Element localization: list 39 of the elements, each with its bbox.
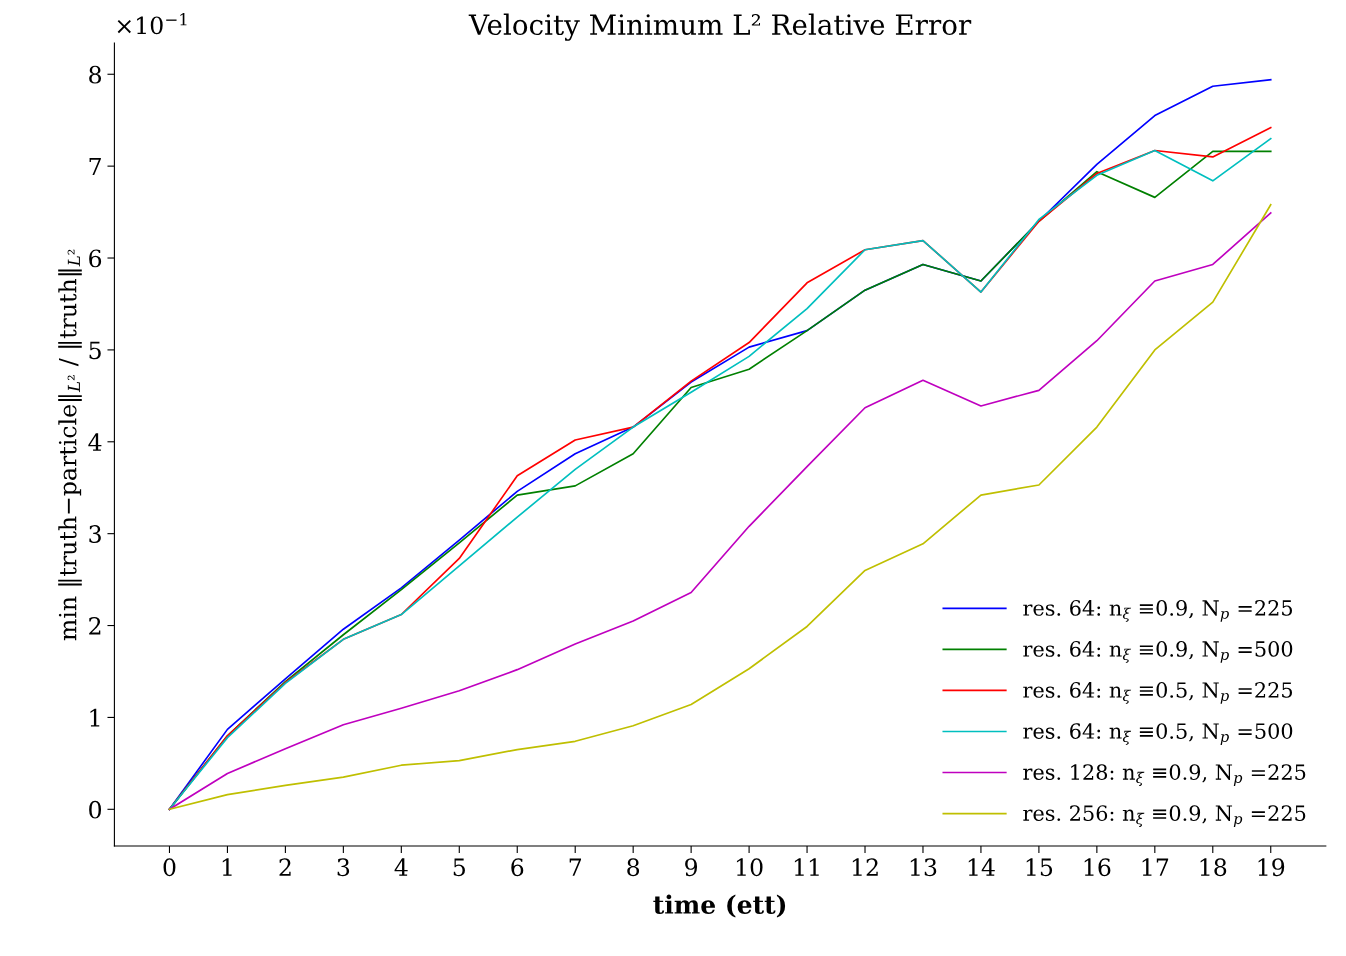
x-tick-label: 9 — [685, 858, 698, 877]
x-tick-label: 0 — [163, 858, 176, 877]
x-tick-label: 15 — [1026, 858, 1053, 877]
chart-title: Velocity Minimum L² Relative Error — [468, 13, 972, 41]
y-axis-title: min ‖truth−particle‖$_{L²}$ / ‖truth‖$_{L²}$ — [58, 249, 82, 641]
x-tick-label: 14 — [968, 858, 995, 876]
x-tick-label: 7 — [569, 858, 582, 876]
x-tick-label: 6 — [511, 858, 524, 877]
legend-label: res. 128: n$_{ξ}$ ≡0.9, N$_{p}$ =225 — [1023, 764, 1306, 786]
y-tick-label: 6 — [89, 249, 102, 268]
y-tick-label: 1 — [90, 708, 100, 727]
legend-label: res. 256: n$_{ξ}$ ≡0.9, N$_{p}$ =225 — [1023, 805, 1306, 827]
x-tick-label: 13 — [910, 858, 937, 877]
x-tick-label: 8 — [627, 858, 640, 877]
x-tick-label: 11 — [794, 858, 819, 876]
legend-label: res. 64: n$_{ξ}$ ≡0.5, N$_{p}$ =225 — [1023, 682, 1293, 704]
x-tick-label: 4 — [394, 858, 408, 876]
y-tick-label: 8 — [89, 65, 102, 84]
x-tick-label: 2 — [279, 858, 291, 876]
legend-label: res. 64: n$_{ξ}$ ≡0.9, N$_{p}$ =225 — [1023, 600, 1293, 622]
x-tick-label: 18 — [1200, 858, 1227, 877]
x-axis-title: time (ett) — [653, 894, 786, 918]
y-tick-label: 3 — [89, 525, 101, 543]
x-tick-label: 5 — [453, 858, 465, 877]
y-tick-label: 4 — [88, 433, 102, 451]
x-tick-label: 12 — [852, 858, 878, 876]
x-tick-label: 3 — [337, 858, 350, 877]
x-tick-label: 10 — [736, 858, 763, 877]
x-tick-label: 19 — [1258, 858, 1285, 877]
y-tick-label: 7 — [89, 157, 101, 176]
text: ×10$^{−1}$ — [117, 13, 187, 35]
x-tick-label: 1 — [222, 858, 232, 876]
x-tick-label: 17 — [1142, 858, 1169, 876]
y-tick-label: 5 — [89, 341, 101, 360]
legend-label: res. 64: n$_{ξ}$ ≡0.5, N$_{p}$ =500 — [1023, 723, 1293, 745]
y-tick-label: 2 — [89, 616, 101, 635]
legend-label: res. 64: n$_{ξ}$ ≡0.9, N$_{p}$ =500 — [1023, 641, 1293, 663]
x-tick-label: 16 — [1084, 858, 1111, 877]
y-tick-label: 0 — [89, 800, 102, 819]
